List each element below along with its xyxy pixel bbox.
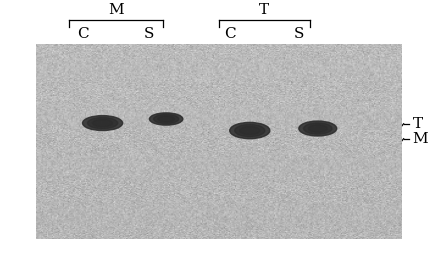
Text: S: S [293, 27, 304, 41]
Text: M: M [413, 132, 428, 146]
Ellipse shape [158, 116, 174, 122]
Text: T: T [413, 117, 423, 131]
Ellipse shape [299, 121, 337, 136]
Text: T: T [259, 2, 269, 17]
Ellipse shape [308, 125, 327, 132]
Ellipse shape [240, 126, 260, 135]
Ellipse shape [87, 118, 118, 129]
Text: M: M [108, 2, 124, 17]
Ellipse shape [83, 116, 123, 131]
Ellipse shape [153, 115, 179, 123]
Text: C: C [224, 27, 235, 41]
Ellipse shape [92, 119, 112, 127]
Ellipse shape [149, 113, 183, 125]
Ellipse shape [304, 123, 332, 134]
Text: C: C [77, 27, 88, 41]
Ellipse shape [235, 125, 265, 137]
Ellipse shape [230, 122, 270, 139]
Text: S: S [144, 27, 155, 41]
